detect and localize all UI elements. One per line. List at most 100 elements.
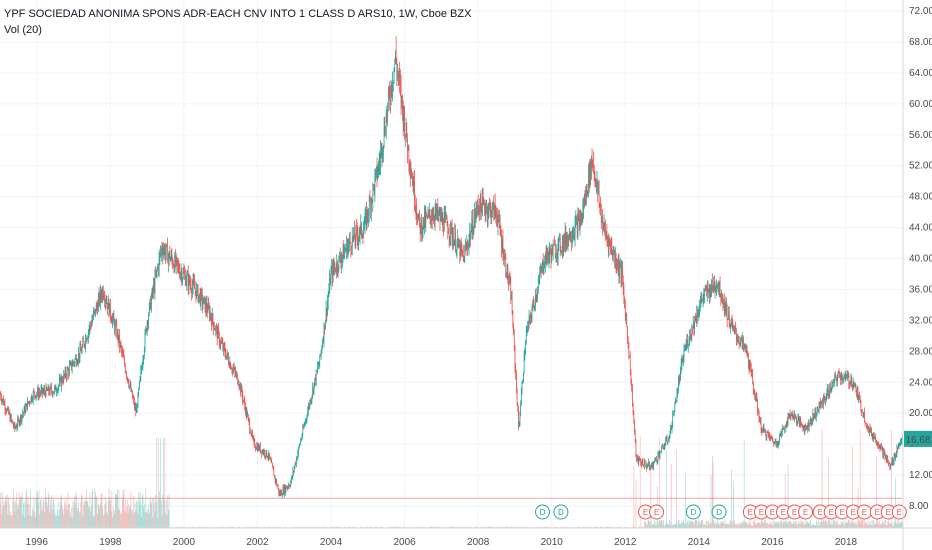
candle-body [480, 195, 481, 214]
candle-body [420, 220, 422, 233]
volume-bar [656, 525, 657, 528]
candle-body [497, 219, 499, 225]
volume-bar [76, 495, 77, 528]
candle-body [730, 325, 732, 329]
candle-body [783, 428, 785, 430]
candle-body [429, 210, 430, 214]
candle-body [609, 239, 611, 242]
candle-body [112, 315, 114, 319]
candle-body [305, 419, 306, 424]
candle-body [565, 231, 567, 245]
volume-bar [667, 523, 669, 528]
candle-body [290, 482, 292, 487]
volume-bar [120, 512, 122, 528]
candle-body [482, 196, 483, 216]
volume-bar [396, 526, 398, 528]
volume-bar [499, 526, 501, 528]
candle-body [54, 385, 56, 388]
candle-body [485, 209, 487, 215]
candle-body [798, 417, 799, 419]
earnings-marker-label: E [781, 508, 786, 517]
candle-body [724, 299, 725, 312]
volume-bar [734, 523, 736, 528]
candle-body [480, 195, 482, 206]
volume-bar [678, 519, 680, 528]
candle-body [323, 324, 325, 341]
volume-bar [635, 479, 637, 528]
volume-bar [47, 506, 48, 528]
volume-bar [879, 523, 881, 528]
volume-bar [742, 520, 744, 528]
candle-body [650, 466, 652, 467]
volume-bar [826, 520, 828, 528]
candle-body [523, 354, 525, 374]
candle-body [386, 114, 388, 117]
candle-body [6, 410, 7, 412]
volume-bar [823, 519, 825, 528]
volume-bar [657, 520, 659, 528]
candle-body [696, 312, 698, 322]
volume-bar [661, 520, 663, 528]
candle-body [349, 237, 351, 243]
volume-bar [421, 526, 423, 528]
volume-bar [91, 491, 93, 528]
candle-body [350, 242, 352, 250]
volume-bar [18, 492, 20, 528]
candle-body [335, 267, 336, 271]
candle-body [238, 385, 240, 387]
candle-body [518, 409, 519, 427]
volume-bar [738, 525, 740, 528]
volume-bar [791, 524, 793, 528]
candle-body [573, 232, 575, 237]
volume-bar [269, 526, 270, 528]
candle-body [163, 250, 164, 256]
volume-bar [866, 522, 867, 528]
candle-body [373, 185, 374, 186]
volume-bar [433, 526, 435, 528]
candle-body [431, 219, 432, 222]
volume-bar [703, 524, 705, 528]
candle-body [591, 158, 593, 163]
candle-body [678, 378, 680, 382]
candle-body [70, 362, 72, 364]
candle-body [18, 419, 20, 425]
candle-body [425, 214, 427, 225]
candle-body [535, 295, 536, 306]
candle-body [79, 346, 81, 358]
volume-bar [858, 520, 860, 528]
candle-body [893, 453, 895, 462]
volume-bar [849, 521, 851, 528]
volume-bar [107, 514, 108, 528]
volume-bar [886, 525, 888, 528]
volume-bar [5, 496, 7, 528]
volume-bar [600, 526, 602, 528]
volume-bar [644, 521, 645, 528]
volume-bar [151, 498, 153, 528]
candle-body [768, 434, 770, 436]
volume-bar [446, 526, 447, 528]
volume-bar [104, 503, 106, 528]
volume-bar [209, 526, 211, 528]
candle-body [9, 413, 11, 421]
volume-bar [298, 526, 299, 528]
candle-body [882, 447, 884, 456]
candle-body [492, 202, 494, 205]
earnings-marker-label: E [792, 508, 797, 517]
candle-body [525, 343, 526, 354]
volume-bar [812, 523, 814, 528]
candle-body [277, 485, 278, 487]
candle-body [58, 384, 60, 388]
earnings-marker [798, 504, 814, 520]
volume-bar [507, 526, 509, 528]
volume-bar [163, 499, 165, 528]
candle-body [91, 324, 92, 326]
candle-body [869, 427, 870, 433]
candle-body [351, 249, 352, 250]
candle-body [332, 266, 333, 278]
volume-bar [105, 501, 107, 528]
candle-body [659, 453, 660, 457]
candle-body [862, 412, 864, 417]
candle-body [419, 223, 421, 233]
volume-bar [779, 521, 781, 528]
